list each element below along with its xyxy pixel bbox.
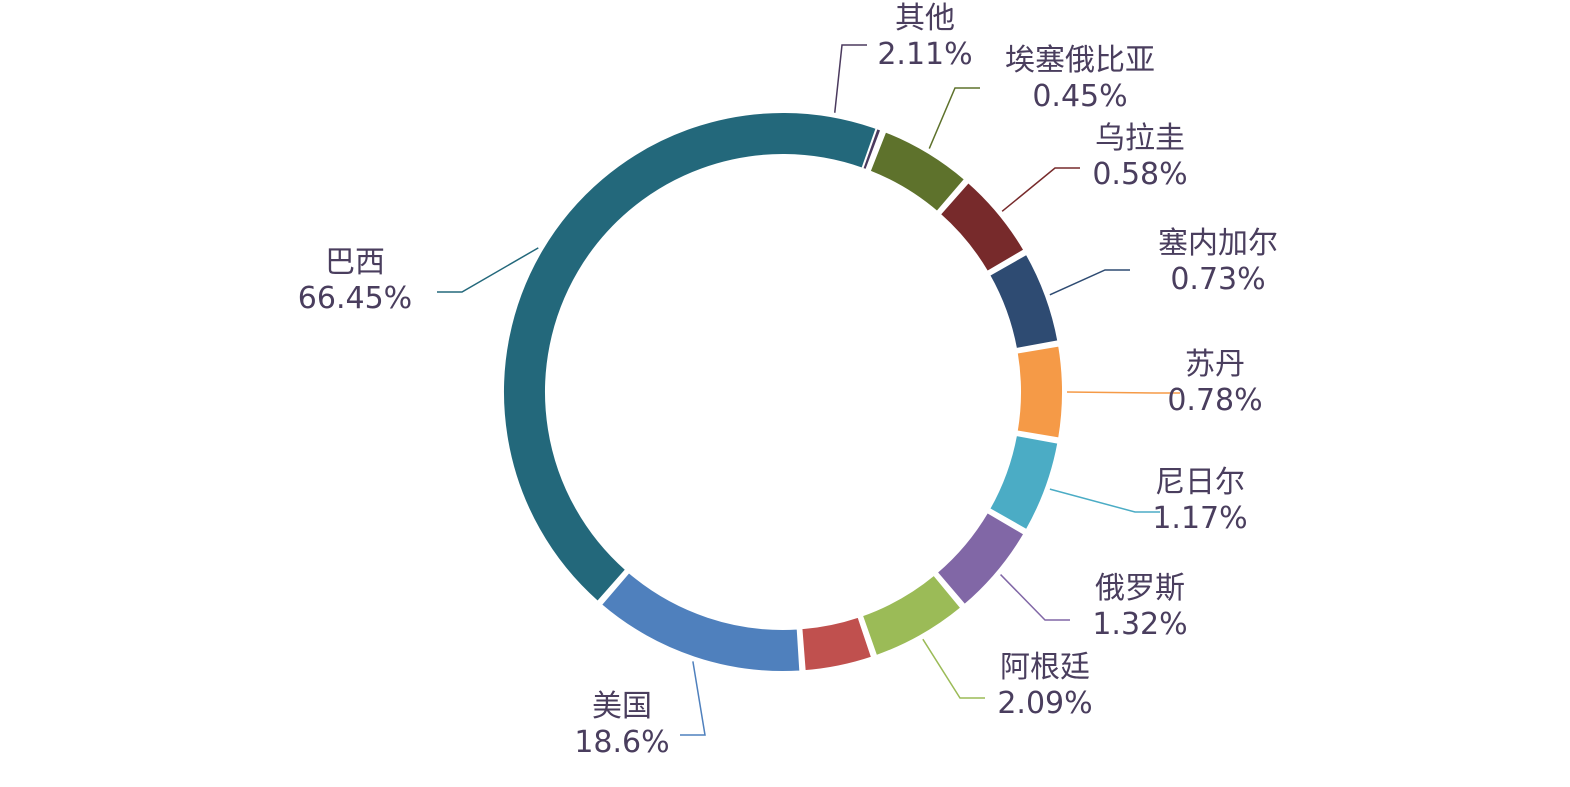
slice-8-percent-label: 2.09%	[997, 686, 1092, 721]
slice-2-name-label: 埃塞俄比亚	[1005, 43, 1155, 78]
slice-9-arc	[800, 615, 874, 673]
slice-7-leader-line	[1000, 574, 1070, 621]
slice-4-arc	[987, 252, 1060, 351]
slice-7-percent-label: 1.32%	[1092, 607, 1187, 642]
slice-8-leader-line	[922, 638, 985, 699]
slice-11-leader-line	[437, 247, 539, 293]
slice-2-percent-label: 0.45%	[1032, 79, 1127, 114]
slice-1-leader-line	[834, 44, 867, 113]
slice-10-name-label: 美国	[592, 689, 652, 724]
slice-6-arc	[987, 433, 1060, 532]
slice-7-arc	[935, 510, 1026, 607]
slice-5-name-label: 苏丹	[1185, 347, 1245, 382]
slice-4-percent-label: 0.73%	[1170, 262, 1265, 297]
slice-4-name-label: 塞内加尔	[1158, 226, 1278, 261]
leader-lines	[437, 44, 1180, 736]
slice-3-leader-line	[1001, 167, 1080, 212]
slice-6-name-label: 尼日尔	[1155, 465, 1245, 500]
slice-1-percent-label: 2.11%	[877, 37, 972, 72]
slice-2-arc	[868, 130, 967, 214]
slice-8-name-label: 阿根廷	[1000, 650, 1090, 685]
slice-2-leader-line	[928, 87, 980, 149]
donut-slices	[502, 111, 1064, 673]
slice-10-percent-label: 18.6%	[574, 725, 669, 760]
slice-10-leader-line	[680, 661, 706, 736]
slice-7-name-label: 俄罗斯	[1095, 571, 1185, 606]
slice-11-percent-label: 66.45%	[298, 281, 412, 316]
slice-10-arc	[599, 570, 802, 673]
slice-6-percent-label: 1.17%	[1152, 501, 1247, 536]
slice-11-name-label: 巴西	[325, 245, 385, 280]
slice-4-leader-line	[1049, 269, 1130, 296]
slice-1-name-label: 其他	[895, 1, 955, 36]
slice-8-arc	[860, 573, 963, 658]
slice-3-arc	[938, 180, 1026, 274]
slice-6-leader-line	[1049, 488, 1160, 513]
slice-3-percent-label: 0.58%	[1092, 157, 1187, 192]
slice-3-name-label: 乌拉圭	[1095, 121, 1185, 156]
slice-11-arc	[502, 111, 878, 604]
slice-5-arc	[1015, 344, 1064, 440]
slice-5-leader-line	[1066, 391, 1180, 394]
slice-5-percent-label: 0.78%	[1167, 383, 1262, 418]
